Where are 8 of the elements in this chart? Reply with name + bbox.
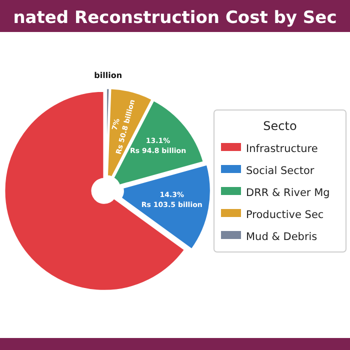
chart-title: nated Reconstruction Cost by Sec	[13, 8, 337, 28]
legend-label: Social Sector	[246, 165, 315, 177]
legend-label: Infrastructure	[246, 143, 318, 155]
legend-label: Productive Sec	[246, 209, 324, 221]
legend-title: Secto	[263, 119, 297, 133]
legend-label: Mud & Debris	[246, 231, 318, 243]
legend-label: DRR & River Mg	[246, 187, 330, 199]
data-label: billion	[94, 71, 122, 80]
